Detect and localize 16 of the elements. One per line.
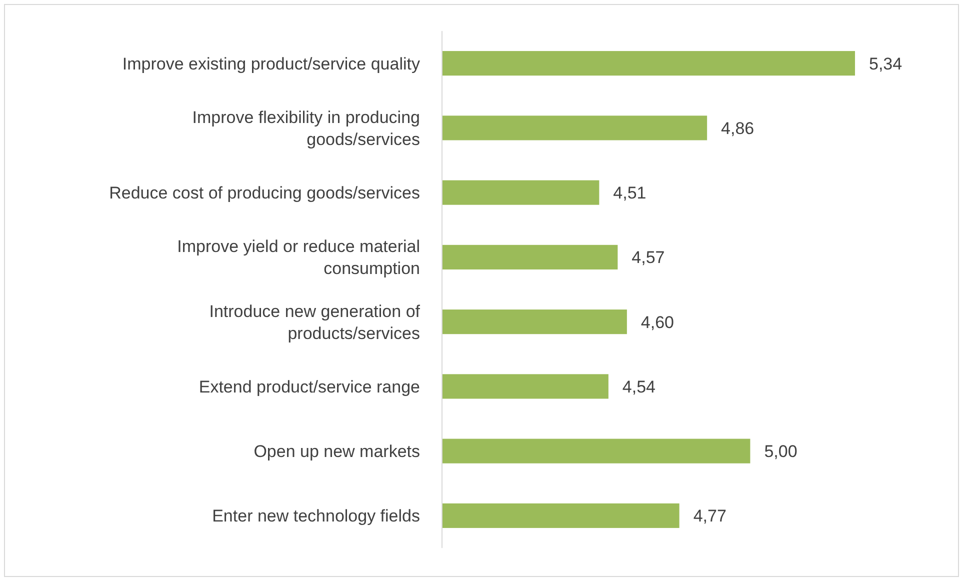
data-label: 4,60 [640,312,674,332]
y-tick-label: Open up new markets [254,442,420,462]
data-label: 4,51 [613,184,646,203]
data-label: 5,34 [869,54,902,74]
y-tick-label: Reduce cost of producing goods/services [109,184,420,203]
data-label: 4,77 [693,506,726,526]
data-label: 4,57 [632,248,665,268]
y-tick-label: Improve existing product/service quality [122,54,420,74]
y-tick-label: Extend product/service range [198,377,420,396]
data-label: 5,00 [764,442,798,462]
y-tick-label: Improve yield or reduce material consumption [177,237,420,278]
y-tick-label: Improve flexibility in producing goods/services [192,108,420,149]
data-label: 4,54 [622,377,656,396]
data-label: 4,86 [721,118,754,138]
y-tick-label: Introduce new generation of products/services [209,302,420,343]
y-tick-label: Enter new technology fields [212,506,420,526]
